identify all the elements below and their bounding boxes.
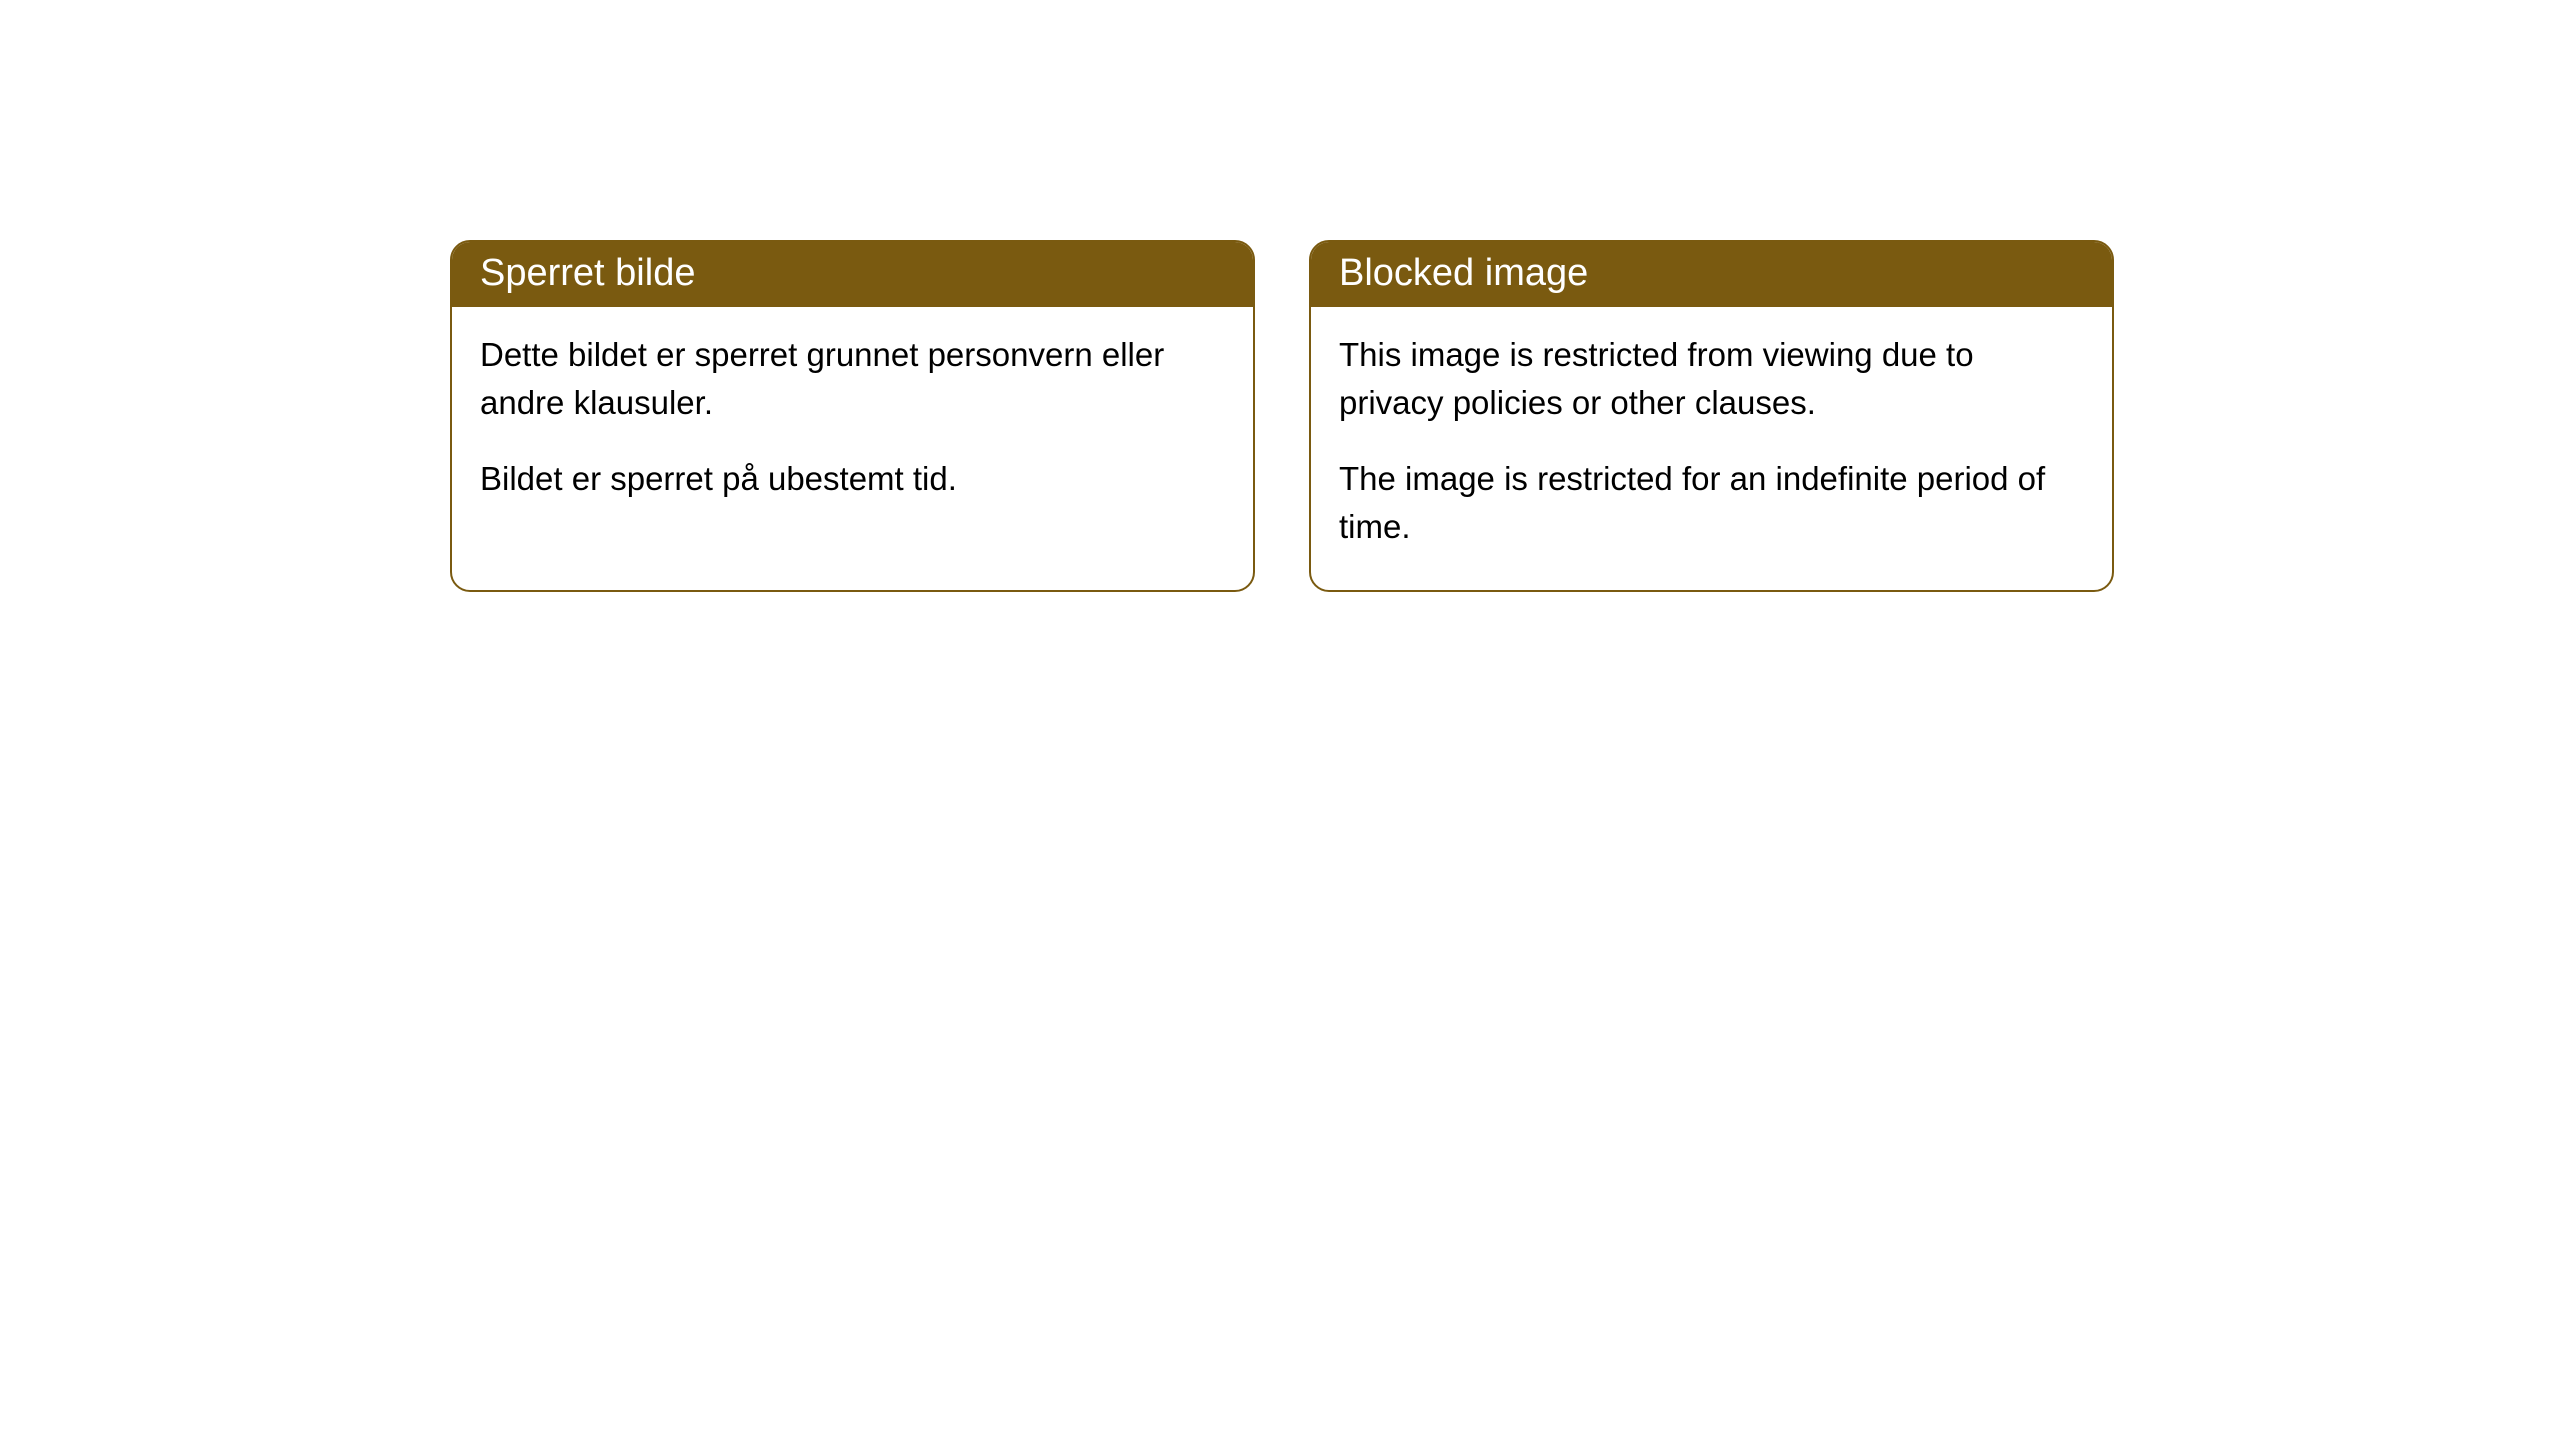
card-paragraph-2: Bildet er sperret på ubestemt tid. xyxy=(480,455,1225,503)
card-body: Dette bildet er sperret grunnet personve… xyxy=(452,307,1253,543)
notice-card-english: Blocked image This image is restricted f… xyxy=(1309,240,2114,592)
notice-card-norwegian: Sperret bilde Dette bildet er sperret gr… xyxy=(450,240,1255,592)
card-header: Blocked image xyxy=(1311,242,2112,307)
notice-cards-container: Sperret bilde Dette bildet er sperret gr… xyxy=(450,240,2560,592)
card-paragraph-2: The image is restricted for an indefinit… xyxy=(1339,455,2084,551)
card-header: Sperret bilde xyxy=(452,242,1253,307)
card-body: This image is restricted from viewing du… xyxy=(1311,307,2112,590)
card-paragraph-1: This image is restricted from viewing du… xyxy=(1339,331,2084,427)
card-paragraph-1: Dette bildet er sperret grunnet personve… xyxy=(480,331,1225,427)
